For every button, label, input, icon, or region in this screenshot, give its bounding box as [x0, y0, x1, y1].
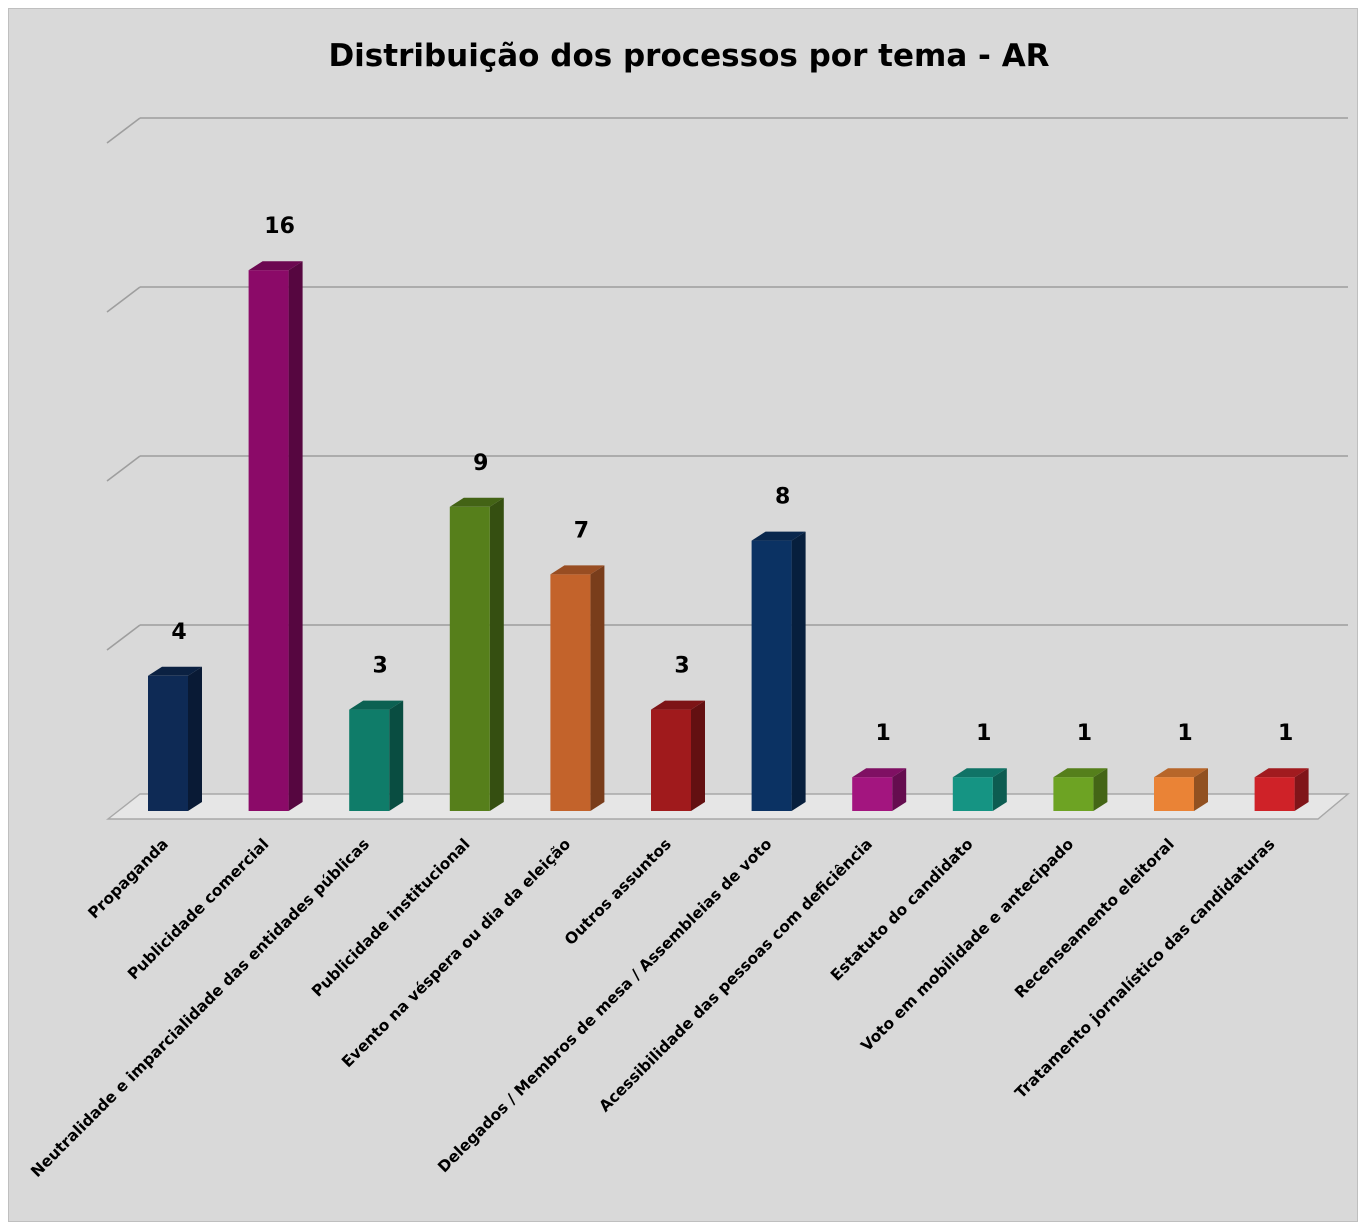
bar-top [852, 768, 907, 778]
data-label: 7 [574, 518, 589, 543]
bar-top [1154, 768, 1208, 778]
bar-side [288, 261, 303, 811]
bar-side [1093, 768, 1108, 811]
bar-side [691, 700, 705, 811]
bar-side [489, 497, 504, 811]
bar-side [1294, 768, 1309, 811]
bar-front [1053, 777, 1094, 811]
category-label: Outros assuntos [561, 835, 675, 949]
data-label: 1 [1278, 721, 1293, 746]
bar-top [751, 531, 806, 541]
bar-top [1254, 768, 1309, 778]
gridline-side [106, 455, 141, 482]
chart-floor [105, 793, 1350, 820]
gridline-side [106, 286, 141, 313]
bars [148, 261, 1309, 811]
bar-top [449, 497, 504, 507]
category-label: Evento na véspera ou dia da eleição [338, 835, 574, 1071]
bar [349, 700, 404, 811]
bar [952, 768, 1007, 811]
bar-front [751, 540, 792, 811]
bar [550, 565, 605, 811]
chart-title: Distribuição dos processos por tema - AR [328, 38, 1049, 74]
bar-side [892, 768, 907, 811]
bar-front [1254, 777, 1295, 811]
data-label: 8 [775, 485, 790, 510]
category-label: Delegados / Membros de mesa / Assembleia… [434, 835, 775, 1176]
data-label: 3 [674, 654, 689, 679]
bar-top [651, 700, 705, 710]
bar [148, 666, 202, 811]
gridlines [105, 117, 1350, 820]
bar-top [550, 565, 605, 575]
bar [1053, 768, 1108, 811]
bar-front [952, 777, 993, 811]
bar-top [148, 666, 202, 676]
gridline-side [106, 117, 141, 144]
bar-side [389, 700, 404, 811]
bar [751, 531, 806, 811]
category-label: Publicidade institucional [308, 835, 473, 1000]
bar-side [188, 666, 202, 811]
bar [852, 768, 907, 811]
bar-front [248, 270, 289, 811]
chart-area [8, 8, 1358, 1222]
bar-side [791, 531, 806, 811]
category-label: Neutralidade e imparcialidade das entida… [27, 835, 373, 1181]
data-label: 1 [876, 721, 891, 746]
gridline-side [106, 624, 141, 651]
category-label: Voto em mobilidade e antecipado [857, 835, 1077, 1055]
bar-front [550, 574, 591, 811]
bar-top [248, 261, 303, 271]
category-label: Propaganda [85, 835, 172, 922]
bar [1154, 768, 1208, 811]
bar-top [349, 700, 404, 710]
bar-side [590, 565, 605, 811]
bar [449, 497, 504, 811]
data-label: 3 [373, 654, 388, 679]
category-label: Recenseamento eleitoral [1011, 835, 1178, 1002]
bar-side [992, 768, 1007, 811]
bar-front [449, 506, 490, 811]
bar [1254, 768, 1309, 811]
bar-top [1053, 768, 1108, 778]
data-label: 16 [264, 214, 295, 239]
bar-top [952, 768, 1007, 778]
bar-front [1154, 777, 1194, 811]
bar [248, 261, 303, 811]
data-label: 1 [1077, 721, 1092, 746]
bar-front [852, 777, 893, 811]
data-label: 1 [1177, 721, 1192, 746]
data-label: 4 [171, 620, 186, 645]
data-labels: 4 16 3 9 7 3 8 1 1 1 1 1 [171, 214, 1293, 746]
bar-front [651, 709, 691, 811]
bar [651, 700, 705, 811]
bar-front [349, 709, 390, 811]
data-label: 9 [473, 451, 488, 476]
data-label: 1 [976, 721, 991, 746]
bar-side [1194, 768, 1208, 811]
bar-front [148, 675, 188, 811]
